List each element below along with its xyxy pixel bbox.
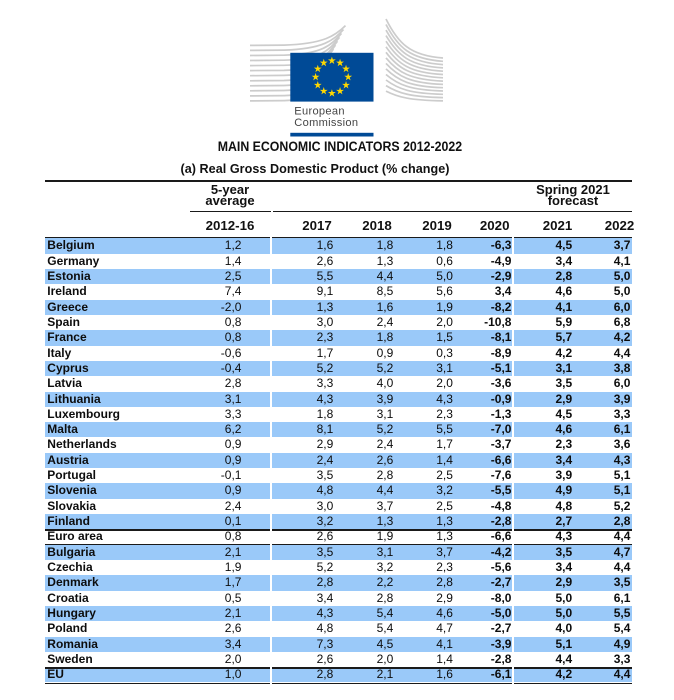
svg-text:Commission: Commission bbox=[294, 117, 358, 129]
svg-text:European: European bbox=[294, 105, 345, 117]
